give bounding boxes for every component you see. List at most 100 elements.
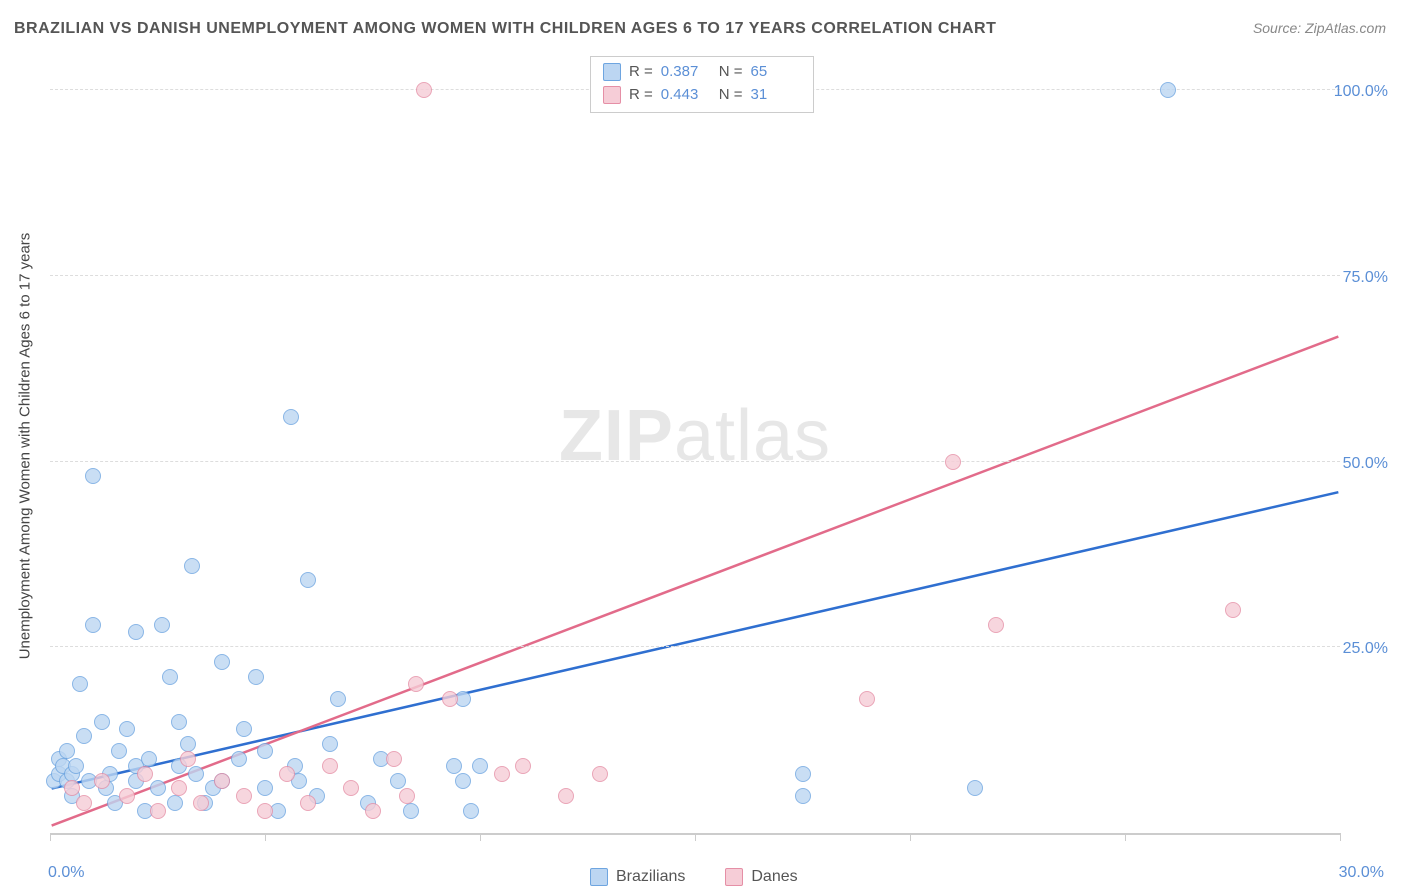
data-point xyxy=(150,803,166,819)
r-label: R = xyxy=(629,61,653,84)
grid-line xyxy=(50,461,1340,462)
data-point xyxy=(171,780,187,796)
data-point xyxy=(184,558,200,574)
trend-lines xyxy=(50,55,1340,833)
y-axis-label: Unemployment Among Women with Children A… xyxy=(17,233,34,660)
data-point xyxy=(988,617,1004,633)
data-point xyxy=(322,736,338,752)
x-tick xyxy=(695,833,696,841)
legend-swatch-danes xyxy=(725,868,743,886)
data-point xyxy=(455,773,471,789)
data-point xyxy=(171,714,187,730)
data-point xyxy=(119,788,135,804)
source-label: Source: ZipAtlas.com xyxy=(1253,20,1386,36)
grid-line xyxy=(50,646,1340,647)
data-point xyxy=(515,758,531,774)
data-point xyxy=(162,669,178,685)
data-point xyxy=(76,795,92,811)
data-point xyxy=(442,691,458,707)
y-tick-label: 50.0% xyxy=(1343,455,1388,473)
data-point xyxy=(300,572,316,588)
x-tick xyxy=(50,833,51,841)
data-point xyxy=(1160,82,1176,98)
y-tick-label: 25.0% xyxy=(1343,640,1388,658)
data-point xyxy=(257,803,273,819)
data-point xyxy=(343,780,359,796)
data-point xyxy=(111,743,127,759)
data-point xyxy=(403,803,419,819)
n-label: N = xyxy=(719,84,743,107)
data-point xyxy=(94,773,110,789)
watermark: ZIPatlas xyxy=(559,395,831,477)
data-point xyxy=(257,780,273,796)
data-point xyxy=(795,766,811,782)
data-point xyxy=(494,766,510,782)
data-point xyxy=(128,624,144,640)
data-point xyxy=(236,721,252,737)
data-point xyxy=(141,751,157,767)
grid-line xyxy=(50,275,1340,276)
data-point xyxy=(463,803,479,819)
data-point xyxy=(859,691,875,707)
data-point xyxy=(119,721,135,737)
data-point xyxy=(214,773,230,789)
data-point xyxy=(416,82,432,98)
legend-item-danes: Danes xyxy=(725,868,797,886)
data-point xyxy=(154,617,170,633)
data-point xyxy=(150,780,166,796)
data-point xyxy=(472,758,488,774)
legend-label-brazilians: Brazilians xyxy=(616,868,685,886)
data-point xyxy=(248,669,264,685)
watermark-zip: ZIP xyxy=(559,396,674,476)
n-value-danes: 31 xyxy=(751,84,801,107)
data-point xyxy=(94,714,110,730)
legend-item-brazilians: Brazilians xyxy=(590,868,685,886)
swatch-brazilians xyxy=(603,63,621,81)
data-point xyxy=(188,766,204,782)
stats-row-brazilians: R = 0.387 N = 65 xyxy=(603,61,801,84)
data-point xyxy=(214,654,230,670)
data-point xyxy=(137,766,153,782)
data-point xyxy=(180,736,196,752)
data-point xyxy=(558,788,574,804)
trend-line xyxy=(52,492,1339,788)
data-point xyxy=(330,691,346,707)
x-tick-max: 30.0% xyxy=(1339,864,1384,882)
data-point xyxy=(446,758,462,774)
data-point xyxy=(592,766,608,782)
r-value-danes: 0.443 xyxy=(661,84,711,107)
swatch-danes xyxy=(603,86,621,104)
data-point xyxy=(236,788,252,804)
x-tick xyxy=(480,833,481,841)
legend-swatch-brazilians xyxy=(590,868,608,886)
data-point xyxy=(300,795,316,811)
r-value-brazilians: 0.387 xyxy=(661,61,711,84)
data-point xyxy=(76,728,92,744)
chart-title: BRAZILIAN VS DANISH UNEMPLOYMENT AMONG W… xyxy=(14,20,996,38)
data-point xyxy=(365,803,381,819)
data-point xyxy=(167,795,183,811)
data-point xyxy=(85,617,101,633)
data-point xyxy=(967,780,983,796)
watermark-atlas: atlas xyxy=(674,396,831,476)
stats-legend-box: R = 0.387 N = 65 R = 0.443 N = 31 xyxy=(590,56,814,113)
data-point xyxy=(72,676,88,692)
data-point xyxy=(322,758,338,774)
data-point xyxy=(85,468,101,484)
x-tick-min: 0.0% xyxy=(48,864,84,882)
y-tick-label: 100.0% xyxy=(1334,83,1388,101)
x-tick xyxy=(265,833,266,841)
data-point xyxy=(408,676,424,692)
n-label: N = xyxy=(719,61,743,84)
data-point xyxy=(59,743,75,759)
data-point xyxy=(1225,602,1241,618)
data-point xyxy=(257,743,273,759)
data-point xyxy=(945,454,961,470)
stats-row-danes: R = 0.443 N = 31 xyxy=(603,84,801,107)
x-tick xyxy=(1125,833,1126,841)
data-point xyxy=(795,788,811,804)
data-point xyxy=(64,780,80,796)
data-point xyxy=(231,751,247,767)
chart-plot-area: ZIPatlas xyxy=(50,55,1340,835)
data-point xyxy=(390,773,406,789)
